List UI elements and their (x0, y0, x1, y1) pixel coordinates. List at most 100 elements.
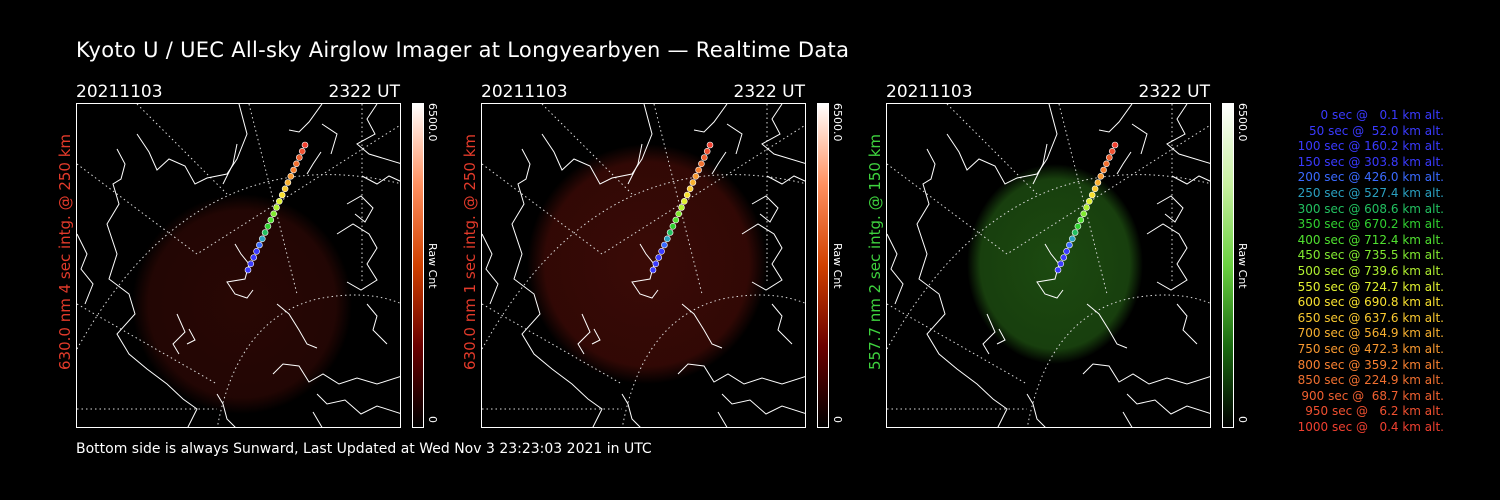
legend-entry: 50 sec @ 52.0 km alt. (1309, 123, 1444, 138)
coastline (1171, 175, 1210, 185)
coastline (482, 233, 499, 305)
trajectory-point (1086, 198, 1093, 205)
trajectory-point (706, 141, 714, 149)
trajectory-point (1103, 160, 1110, 168)
coastline (1026, 393, 1046, 427)
legend-entry: 350 sec @ 670.2 km alt. (1297, 217, 1444, 232)
trajectory-point (1091, 185, 1099, 193)
footer-status: Bottom side is always Sunward, Last Upda… (76, 441, 652, 457)
trajectory-point (1069, 235, 1076, 243)
trajectory-point (658, 248, 665, 255)
trajectory-point (1060, 254, 1067, 261)
legend-entry: 300 sec @ 608.6 km alt. (1297, 201, 1444, 216)
meridian-line (1058, 104, 1108, 295)
coastline (631, 243, 659, 299)
trajectory-point (284, 179, 292, 186)
trajectory-point (264, 223, 272, 230)
panel-3-colorbar-min: 0 (1236, 416, 1249, 423)
meridian-line (653, 104, 703, 295)
legend-entry: 600 sec @ 690.8 km alt. (1297, 295, 1444, 310)
trajectory-point (1063, 248, 1070, 255)
coastline (887, 233, 904, 305)
coastline (276, 303, 318, 349)
meridian-line (541, 104, 633, 195)
panel-3-side-label: 557.7 nm 2 sec intg. @ 150 km (866, 133, 884, 370)
coastline (288, 104, 323, 133)
trajectory-point (1097, 173, 1105, 180)
airglow-region (527, 144, 767, 384)
trajectory-point (695, 166, 702, 174)
trajectory-point (281, 185, 289, 193)
coastline (1166, 104, 1210, 164)
coastline (136, 104, 248, 185)
legend-entry: 400 sec @ 712.4 km alt. (1297, 232, 1444, 247)
panel-2-colorbar-max: 6500.0 (831, 103, 844, 142)
coastline (1032, 143, 1048, 185)
coastline (771, 303, 793, 345)
coastline (621, 393, 641, 427)
trajectory-point (1106, 154, 1113, 161)
panel-2-time: 2322 UT (733, 82, 806, 102)
coastline (591, 328, 601, 345)
trajectory-point (270, 210, 277, 218)
trajectory-point (250, 254, 257, 261)
trajectory-point (1080, 210, 1087, 218)
coastline (693, 104, 728, 133)
meridian-line (136, 104, 228, 195)
trajectory-point (247, 260, 255, 268)
trajectory-point (1071, 229, 1079, 236)
latitude-circle (621, 294, 805, 427)
coastline (1156, 195, 1184, 223)
trajectory-point (652, 260, 660, 268)
trajectory-point (703, 147, 711, 155)
legend-entry: 900 sec @ 68.7 km alt. (1301, 388, 1444, 403)
coastline (356, 104, 400, 164)
coastline (717, 411, 728, 427)
panel-1-colorbar (412, 103, 424, 428)
coastline (222, 143, 238, 185)
coastline (1122, 411, 1133, 427)
panel-3-colorbar (1222, 103, 1234, 428)
coastline (1036, 243, 1064, 299)
panel-1-time: 2322 UT (328, 82, 401, 102)
latitude-circle (77, 174, 400, 350)
legend-entry: 100 sec @ 160.2 km alt. (1297, 139, 1444, 154)
coastline (726, 123, 743, 155)
coastline (946, 104, 1058, 185)
trajectory-point (698, 160, 705, 168)
page-title: Kyoto U / UEC All-sky Airglow Imager at … (76, 38, 850, 62)
latitude-circle (1026, 294, 1210, 427)
trajectory-point (1077, 216, 1085, 224)
coastline (627, 143, 643, 185)
coastline (346, 195, 374, 223)
trajectory-point (1057, 260, 1065, 268)
legend-entry: 750 sec @ 472.3 km alt. (1297, 341, 1444, 356)
legend-entry: 200 sec @ 426.0 km alt. (1297, 170, 1444, 185)
coastline (721, 393, 805, 415)
trajectory-point (301, 141, 309, 149)
legend-entry: 550 sec @ 724.7 km alt. (1297, 279, 1444, 294)
trajectory-point (672, 216, 680, 224)
coastline (1131, 123, 1148, 155)
trajectory-point (1083, 204, 1090, 211)
coastline (766, 175, 805, 185)
legend-entry: 0 sec @ 0.1 km alt. (1320, 108, 1445, 122)
trajectory-point (664, 235, 671, 243)
trajectory-point (669, 223, 677, 230)
panel-1-side-label: 630.0 nm 4 sec intg. @ 250 km (56, 133, 74, 370)
coastline (996, 328, 1006, 345)
trajectory-legend: 0 sec @ 0.1 km alt. 50 sec @ 52.0 km alt.… (1258, 108, 1444, 435)
trajectory-point (256, 241, 263, 249)
coastline (106, 148, 198, 427)
trajectory-point (1088, 191, 1096, 199)
coastline (312, 411, 323, 427)
legend-entry: 650 sec @ 637.6 km alt. (1297, 310, 1444, 325)
trajectory-point (273, 204, 280, 211)
coastline (1086, 303, 1128, 349)
coastline (541, 104, 653, 185)
trajectory-point (678, 204, 685, 211)
panel-2-colorbar (817, 103, 829, 428)
coastline (77, 233, 94, 305)
coastline (216, 393, 236, 427)
legend-entry: 850 sec @ 224.9 km alt. (1297, 373, 1444, 388)
